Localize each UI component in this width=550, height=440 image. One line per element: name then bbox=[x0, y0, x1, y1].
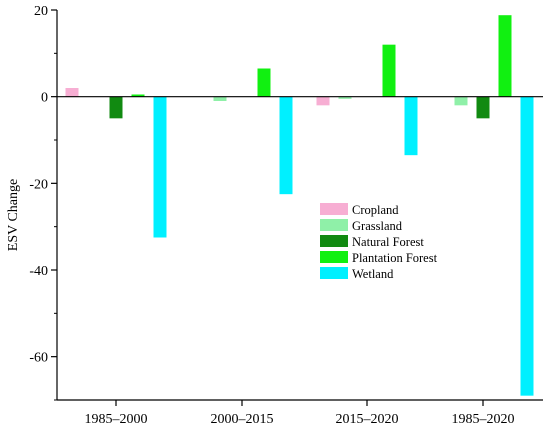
legend-swatch bbox=[320, 219, 348, 231]
legend-label: Cropland bbox=[352, 203, 399, 217]
legend-swatch bbox=[320, 251, 348, 263]
x-axis-ticks: 1985–2000 2000–2015 2015–2020 1985–2020 bbox=[85, 400, 515, 427]
bar-plantation-forest bbox=[131, 94, 145, 97]
bar-plantation-forest bbox=[257, 68, 271, 97]
bar-natural-forest bbox=[476, 96, 490, 119]
bar-wetland bbox=[404, 96, 418, 156]
bar-plantation-forest bbox=[382, 44, 396, 97]
bars-layer bbox=[65, 15, 534, 396]
y-axis-ticks: 20 0 -20 -40 -60 bbox=[29, 4, 57, 401]
y-tick-label: 0 bbox=[41, 91, 48, 106]
y-axis-title: ESV Change bbox=[6, 179, 21, 251]
bar-wetland bbox=[520, 96, 534, 396]
bar-grassland bbox=[454, 96, 468, 106]
y-tick-label: -40 bbox=[29, 264, 48, 279]
legend-label: Grassland bbox=[352, 219, 403, 233]
legend-label: Plantation Forest bbox=[352, 251, 438, 265]
legend-swatch bbox=[320, 235, 348, 247]
legend-swatch bbox=[320, 267, 348, 279]
legend: Cropland Grassland Natural Forest Plantatio… bbox=[320, 203, 438, 281]
bar-natural-forest bbox=[109, 96, 123, 119]
legend-label: Natural Forest bbox=[352, 235, 424, 249]
bar-wetland bbox=[153, 96, 167, 238]
bar-plantation-forest bbox=[498, 15, 512, 97]
bar-grassland bbox=[338, 96, 352, 99]
y-tick-label: -20 bbox=[29, 177, 48, 192]
bar-wetland bbox=[279, 96, 293, 195]
legend-label: Wetland bbox=[352, 267, 394, 281]
x-tick-label: 2015–2020 bbox=[336, 412, 399, 427]
x-tick-label: 1985–2000 bbox=[85, 412, 148, 427]
bar-cropland bbox=[316, 96, 330, 106]
legend-swatch bbox=[320, 203, 348, 215]
y-tick-label: 20 bbox=[34, 4, 48, 19]
x-tick-label: 2000–2015 bbox=[211, 412, 274, 427]
bar-cropland bbox=[65, 88, 79, 97]
bar-grassland bbox=[213, 96, 227, 101]
y-tick-label: -60 bbox=[29, 351, 48, 366]
x-tick-label: 1985–2020 bbox=[452, 412, 515, 427]
